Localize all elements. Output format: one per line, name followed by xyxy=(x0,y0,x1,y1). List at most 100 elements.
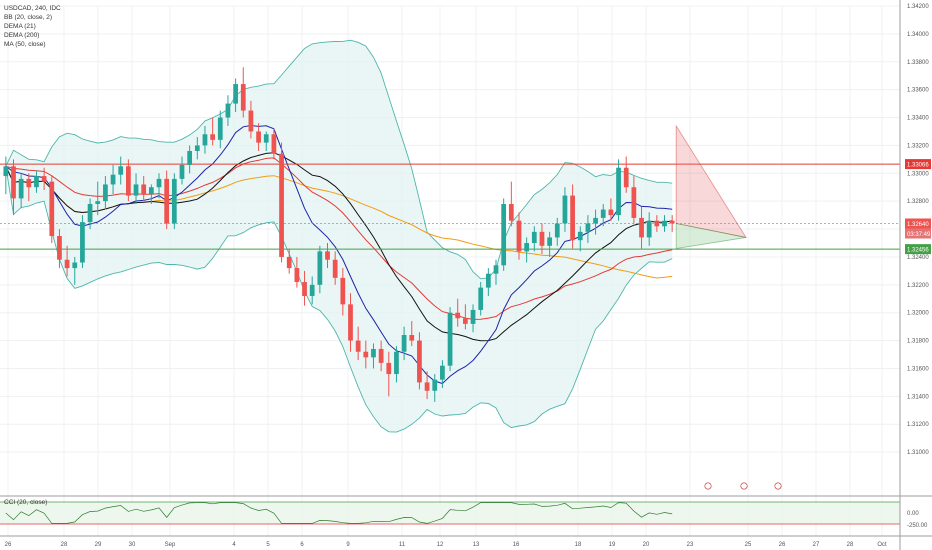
legend-bb[interactable]: BB (20, close, 2) xyxy=(4,14,53,21)
cci-tick-label: 0.00 xyxy=(907,511,919,517)
candle-body xyxy=(156,178,162,188)
bb-upper-line xyxy=(5,39,673,280)
candle-body xyxy=(669,220,675,224)
candle-body xyxy=(95,201,101,204)
bar-countdown-label: 03:37:49 xyxy=(907,232,931,238)
time-tick-label: 26 xyxy=(779,542,786,548)
price-tick-label: 1.32800 xyxy=(907,199,929,205)
bb-basis-line xyxy=(5,152,673,342)
candle-body xyxy=(646,220,652,238)
candle-body xyxy=(80,222,85,263)
candle-body xyxy=(631,187,637,218)
time-tick-label: 27 xyxy=(813,542,820,548)
candle-body xyxy=(26,178,32,188)
price-tick-label: 1.32200 xyxy=(907,283,929,289)
legend-dema200[interactable]: DEMA (200) xyxy=(4,32,40,39)
indicator-legend: USDCAD, 240, IDC BB (20, close, 2) DEMA … xyxy=(4,4,61,49)
candle-body xyxy=(302,282,307,296)
time-tick-label: 4 xyxy=(232,542,236,548)
candle-body xyxy=(317,251,323,285)
support-price-badge xyxy=(905,244,931,255)
bb-lower-line xyxy=(5,166,673,433)
candle-body xyxy=(256,131,261,143)
time-tick-label: Oct xyxy=(877,542,887,548)
resistance-price-badge xyxy=(905,159,931,170)
candle-body xyxy=(440,365,445,380)
candle-body xyxy=(171,178,177,224)
candle-body xyxy=(187,150,193,165)
candle-body xyxy=(593,217,598,224)
candle-body xyxy=(432,379,438,391)
time-tick-label: 28 xyxy=(61,542,68,548)
price-tick-label: 1.33200 xyxy=(907,143,929,149)
candle-body xyxy=(271,134,277,154)
candle-body xyxy=(585,223,591,232)
candle-body xyxy=(110,174,116,185)
time-tick-label: 28 xyxy=(847,542,854,548)
candle-body xyxy=(662,220,667,227)
symbol-label[interactable]: USDCAD, 240, IDC xyxy=(4,5,61,12)
support-price-label: 1.32456 xyxy=(907,248,929,254)
candle-body xyxy=(240,84,246,111)
price-tick-label: 1.33000 xyxy=(907,171,929,177)
candle-body xyxy=(325,251,330,260)
cci-label[interactable]: CCI (20, close) xyxy=(4,499,48,506)
candle-body xyxy=(470,309,476,324)
price-tick-label: 1.31600 xyxy=(907,366,929,372)
candle-body xyxy=(179,164,185,179)
candle-body xyxy=(126,166,131,196)
horizontal-levels xyxy=(0,163,900,250)
event-flag-icon xyxy=(774,482,782,490)
event-flag-icon xyxy=(740,482,748,490)
candle-body xyxy=(103,184,108,202)
dema200-line xyxy=(5,157,673,320)
time-tick-label: 26 xyxy=(5,542,12,548)
candle-body xyxy=(577,231,583,241)
time-tick-label: 23 xyxy=(687,542,694,548)
candle-body xyxy=(501,203,507,266)
bar-countdown-badge xyxy=(905,228,931,239)
candle-body xyxy=(348,304,353,341)
candle-body xyxy=(18,178,24,199)
candle-body xyxy=(386,362,392,375)
candle-body xyxy=(41,176,47,182)
candle-body xyxy=(524,243,530,252)
candle-body xyxy=(34,176,39,188)
price-axis[interactable]: 1.34200 1.34000 1.33800 1.33600 1.33400 1.332… xyxy=(899,0,931,550)
candle-body xyxy=(616,167,621,216)
time-tick-label: Sep xyxy=(165,542,176,548)
candle-body xyxy=(133,184,139,196)
candle-body xyxy=(210,134,215,140)
candle-body xyxy=(463,318,468,324)
candle-body xyxy=(57,236,62,260)
time-tick-label: 11 xyxy=(399,542,406,548)
legend-dema21[interactable]: DEMA (21) xyxy=(4,23,36,30)
candle-body xyxy=(279,153,284,257)
bollinger-bands xyxy=(5,39,673,433)
candle-body xyxy=(202,134,208,146)
candle-body xyxy=(263,134,269,143)
time-tick-label: 13 xyxy=(473,542,480,548)
candle-body xyxy=(355,340,361,352)
price-tick-label: 1.33600 xyxy=(907,88,929,94)
candle-body xyxy=(217,117,223,140)
price-tick-label: 1.34000 xyxy=(907,32,929,38)
candle-body xyxy=(141,184,147,195)
time-axis[interactable]: 26 28 29 30 Sep 4 5 6 9 11 12 13 16 18 19 20 23 25 26 27 28 O… xyxy=(5,542,887,548)
candle-body xyxy=(118,166,124,175)
candle-body xyxy=(11,166,16,199)
price-tick-label: 1.31000 xyxy=(907,450,929,456)
time-tick-label: 19 xyxy=(609,542,616,548)
candle-body xyxy=(409,335,415,341)
price-tick-label: 1.32400 xyxy=(907,255,929,261)
cci-pane xyxy=(0,495,932,537)
candle-body xyxy=(547,237,552,246)
candle-body xyxy=(87,203,93,223)
legend-ma50[interactable]: MA (50, close) xyxy=(4,41,46,48)
candle-body xyxy=(286,256,292,269)
candle-body xyxy=(447,312,453,366)
candle-body xyxy=(233,84,238,104)
candle-body xyxy=(401,335,407,352)
candle-body xyxy=(570,195,575,241)
